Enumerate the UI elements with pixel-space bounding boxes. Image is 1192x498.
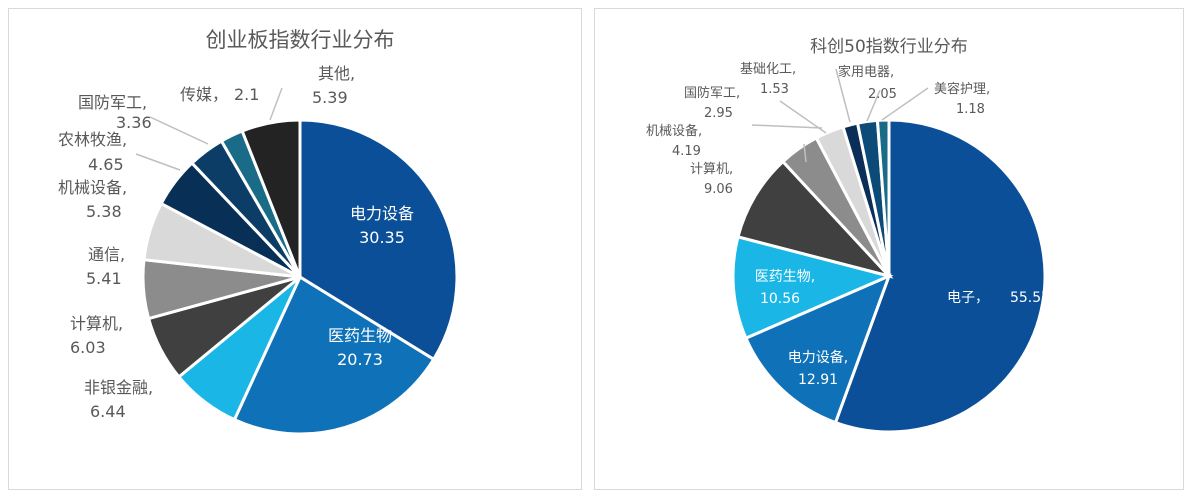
chart2-label-name: 美容护理, [934,81,990,97]
chart1-label-value: 6.03 [70,338,106,357]
chart1-slice-9 [240,118,302,278]
chart2-label-name: 电力设备, [788,349,848,366]
chart2-slices [731,118,1047,434]
chart1-label-name: 电力设备 [350,204,414,223]
leader-line-6 [835,68,851,123]
chart2-label-value: 2.05 [868,87,897,102]
chart1-slice-1 [232,274,436,436]
chart2-label-value: 10.56 [760,291,800,307]
chart2-label-name: 国防军工, [684,85,740,101]
leader-line-5 [779,100,827,134]
chart1-label-name: 非银金融, [84,378,153,397]
chart1-label-name: 其他, [318,64,355,83]
chart2-label-name: 计算机, [690,162,733,177]
leader-line-8 [881,87,929,121]
chart2-slice-8 [875,118,891,277]
chart1-label-value: 2.1 [234,85,259,104]
chart1-title: 创业板指数行业分布 [206,28,395,52]
chart2-slice-3 [736,159,894,279]
chart2-label-name: 家用电器, [838,64,894,80]
chart1-label-value: 5.41 [86,269,122,288]
chart2-label-value: 1.18 [956,102,985,117]
chart1-label-name: 计算机, [70,314,123,333]
chart1-label-value: 30.35 [359,228,405,247]
chart2-title: 科创50指数行业分布 [810,37,968,57]
chart1-label-name: 农林牧渔, [58,130,127,149]
chart2-label-value: 55.57 [1010,290,1050,306]
chart2-label-name: 机械设备, [646,123,702,139]
chart1-label-value: 5.39 [312,88,348,107]
chart1-label-name: 通信, [88,245,125,264]
chart1-label-value: 5.38 [86,202,122,221]
chart2-label-value: 2.95 [704,106,733,121]
chart1-labels: 电力设备 30.35 医药生物 20.73 非银金融, 6.44 计算机, 6.… [58,64,414,421]
chart1-label-name: 国防军工, [78,93,147,112]
chart2-label-name: 基础化工, [740,62,796,77]
leader-line-2 [269,87,283,121]
chart2-label-value: 9.06 [704,182,733,197]
leader-line-7 [866,89,881,122]
chart2-label-value: 12.91 [798,372,838,388]
leader-line-0 [135,153,181,171]
leader-line-1 [149,116,209,145]
chart1-label-name: 机械设备, [58,178,127,197]
chart1-label-value: 3.36 [116,113,152,132]
chart1-label-value: 4.65 [88,155,124,174]
leader-line-4 [751,124,823,129]
chart2-labels: 电子， 55.57 电力设备, 12.91 医药生物, 10.56 计算机, 9… [646,62,1050,388]
chart1-label-name: 医药生物 [328,326,392,345]
chart2-label-value: 1.53 [760,82,789,97]
chart2-label-name: 电子， [947,290,989,306]
chart1-slices [141,118,459,436]
chart2-label-value: 4.19 [672,144,701,159]
chart2-label-name: 医药生物, [755,269,815,285]
leader-line-3 [803,143,807,163]
chart1-label-name: 传媒， [180,85,228,104]
chart2-slice-0 [833,118,1047,434]
leader-lines [135,68,929,171]
chart1-label-value: 6.44 [90,402,126,421]
chart1-label-value: 20.73 [337,350,383,369]
chart2-slice-2 [731,234,894,341]
chart2-slice-1 [743,273,892,425]
